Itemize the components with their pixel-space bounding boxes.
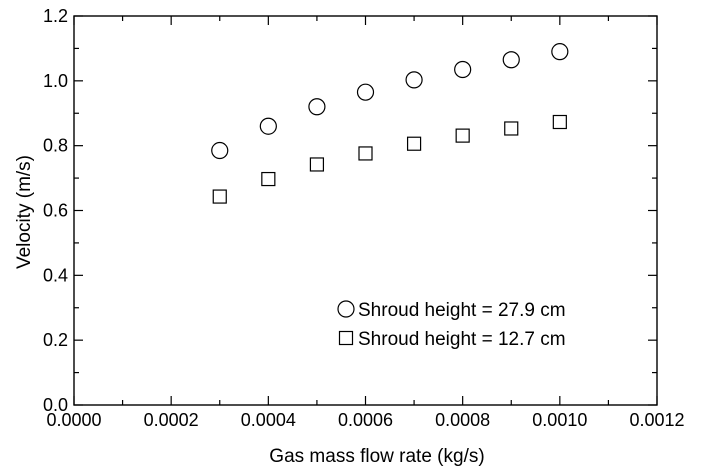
square-data-point — [309, 157, 325, 172]
y-axis-title: Velocity (m/s) — [14, 155, 35, 269]
square-data-point — [358, 146, 373, 161]
x-tick-label: 0.0012 — [629, 410, 684, 430]
square-data-point — [406, 136, 422, 151]
x-tick-label: 0.0000 — [46, 410, 101, 430]
y-tick-label: 0.0 — [43, 395, 68, 415]
x-tick-label: 0.0008 — [435, 410, 490, 430]
x-axis-title: Gas mass flow rate (kg/s) — [269, 446, 484, 467]
legend-square-marker — [338, 330, 354, 346]
square-data-point — [455, 128, 470, 143]
square-data-point — [212, 189, 227, 204]
circle-data-point — [308, 98, 326, 116]
x-tick-label: 0.0002 — [144, 410, 199, 430]
circle-data-point — [551, 43, 569, 61]
x-tick-label: 0.0004 — [241, 410, 296, 430]
circle-data-point — [502, 51, 520, 69]
square-data-point — [552, 114, 567, 130]
y-tick-label: 0.4 — [43, 265, 68, 285]
circle-data-point — [454, 60, 472, 79]
x-tick-label: 0.0006 — [338, 410, 393, 430]
legend-label: Shroud height = 27.9 cm — [358, 300, 566, 321]
circle-data-point — [405, 71, 423, 89]
y-tick-label: 0.2 — [43, 330, 68, 350]
circle-data-point — [259, 117, 277, 135]
x-tick-label: 0.0010 — [532, 410, 587, 430]
square-data-point — [504, 121, 519, 136]
y-tick-label: 1.2 — [43, 6, 68, 26]
y-tick-label: 0.8 — [43, 136, 68, 156]
legend-circle-marker — [337, 300, 355, 318]
square-data-point — [261, 171, 276, 187]
y-tick-label: 0.6 — [43, 201, 68, 221]
circle-data-point — [356, 83, 375, 101]
y-tick-label: 1.0 — [43, 71, 68, 91]
circle-data-point — [211, 141, 229, 160]
legend-label: Shroud height = 12.7 cm — [358, 329, 566, 350]
